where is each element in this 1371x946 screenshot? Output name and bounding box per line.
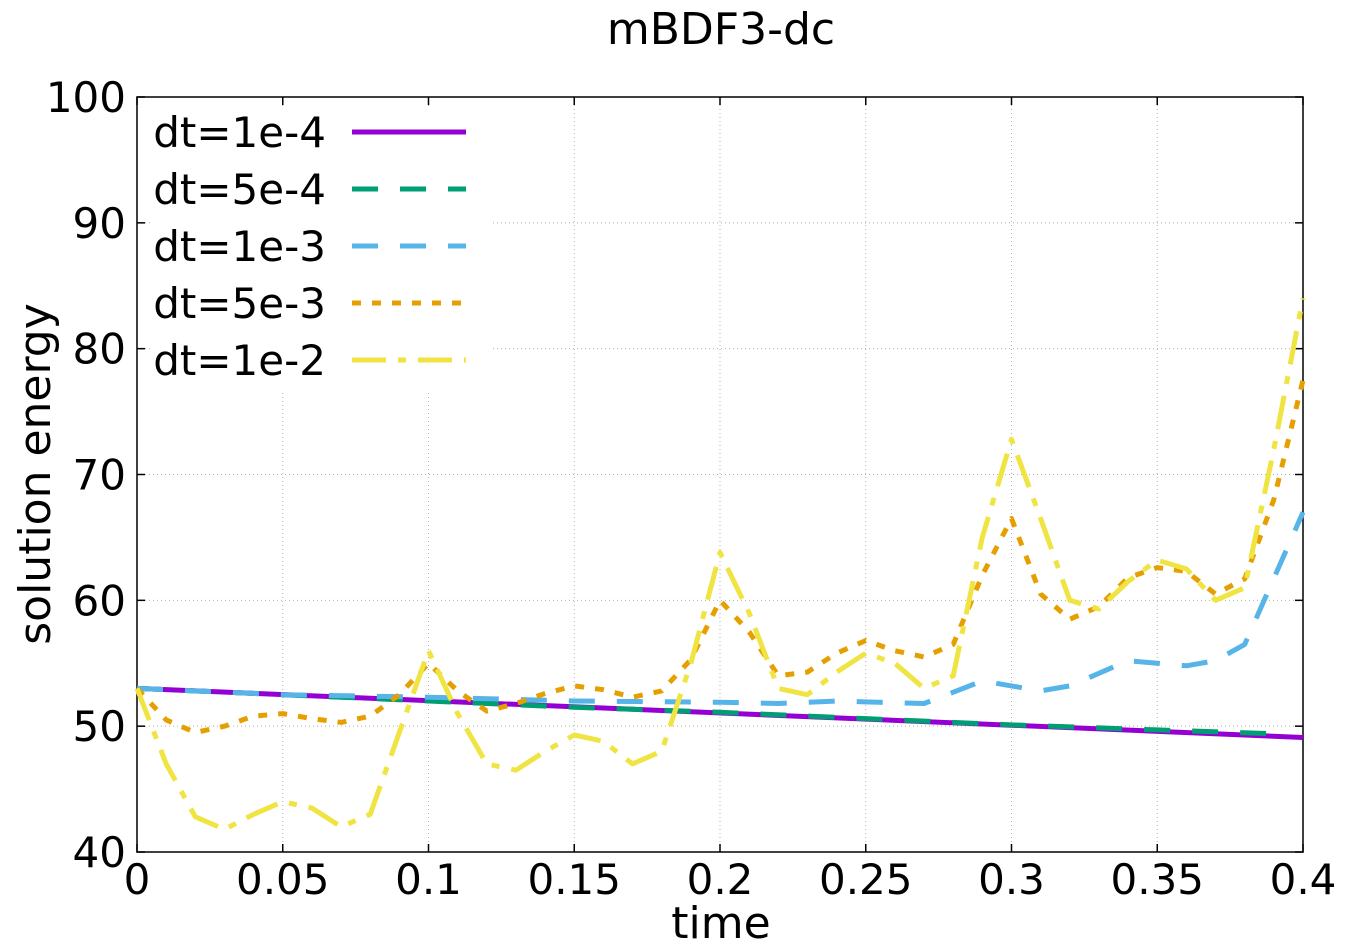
y-tick-label: 40 bbox=[73, 828, 126, 877]
legend-background bbox=[150, 108, 490, 390]
x-tick-label: 0.2 bbox=[687, 855, 754, 904]
legend-label: dt=1e-3 bbox=[153, 222, 326, 271]
y-tick-label: 60 bbox=[73, 576, 126, 625]
x-tick-label: 0 bbox=[124, 855, 151, 904]
legend-label: dt=1e-4 bbox=[153, 108, 326, 157]
y-tick-label: 100 bbox=[46, 73, 126, 122]
series-line-dt=1e-2 bbox=[134, 297, 1306, 832]
y-axis-label: solution energy bbox=[10, 303, 61, 645]
x-axis-label: time bbox=[671, 898, 770, 946]
series-line-dt=1e-3 bbox=[136, 511, 1306, 706]
x-tick-label: 0.15 bbox=[527, 855, 621, 904]
legend-label: dt=5e-4 bbox=[153, 165, 326, 214]
legend-label: dt=5e-3 bbox=[153, 279, 326, 328]
x-tick-label: 0.1 bbox=[395, 855, 462, 904]
x-tick-label: 0.05 bbox=[236, 855, 330, 904]
legend: dt=1e-4 dt=5e-4 dt=1e-3 dt=5e-3 dt=1e-2 bbox=[150, 108, 490, 390]
chart-title: mBDF3-dc bbox=[607, 4, 835, 55]
x-tick-label: 0.35 bbox=[1110, 855, 1204, 904]
series-layer bbox=[134, 297, 1306, 832]
y-tick-label: 90 bbox=[73, 199, 126, 248]
axis-ticks: 0 0.05 0.1 0.15 0.2 0.25 0.3 0.35 0.4 40 50 60 70 80 9… bbox=[46, 73, 1337, 904]
x-tick-label: 0.3 bbox=[978, 855, 1045, 904]
y-tick-label: 50 bbox=[73, 702, 126, 751]
x-tick-label: 0.25 bbox=[819, 855, 913, 904]
y-tick-label: 70 bbox=[73, 451, 126, 500]
legend-label: dt=1e-2 bbox=[153, 336, 326, 385]
y-tick-label: 80 bbox=[73, 325, 126, 374]
x-tick-label: 0.4 bbox=[1270, 855, 1337, 904]
